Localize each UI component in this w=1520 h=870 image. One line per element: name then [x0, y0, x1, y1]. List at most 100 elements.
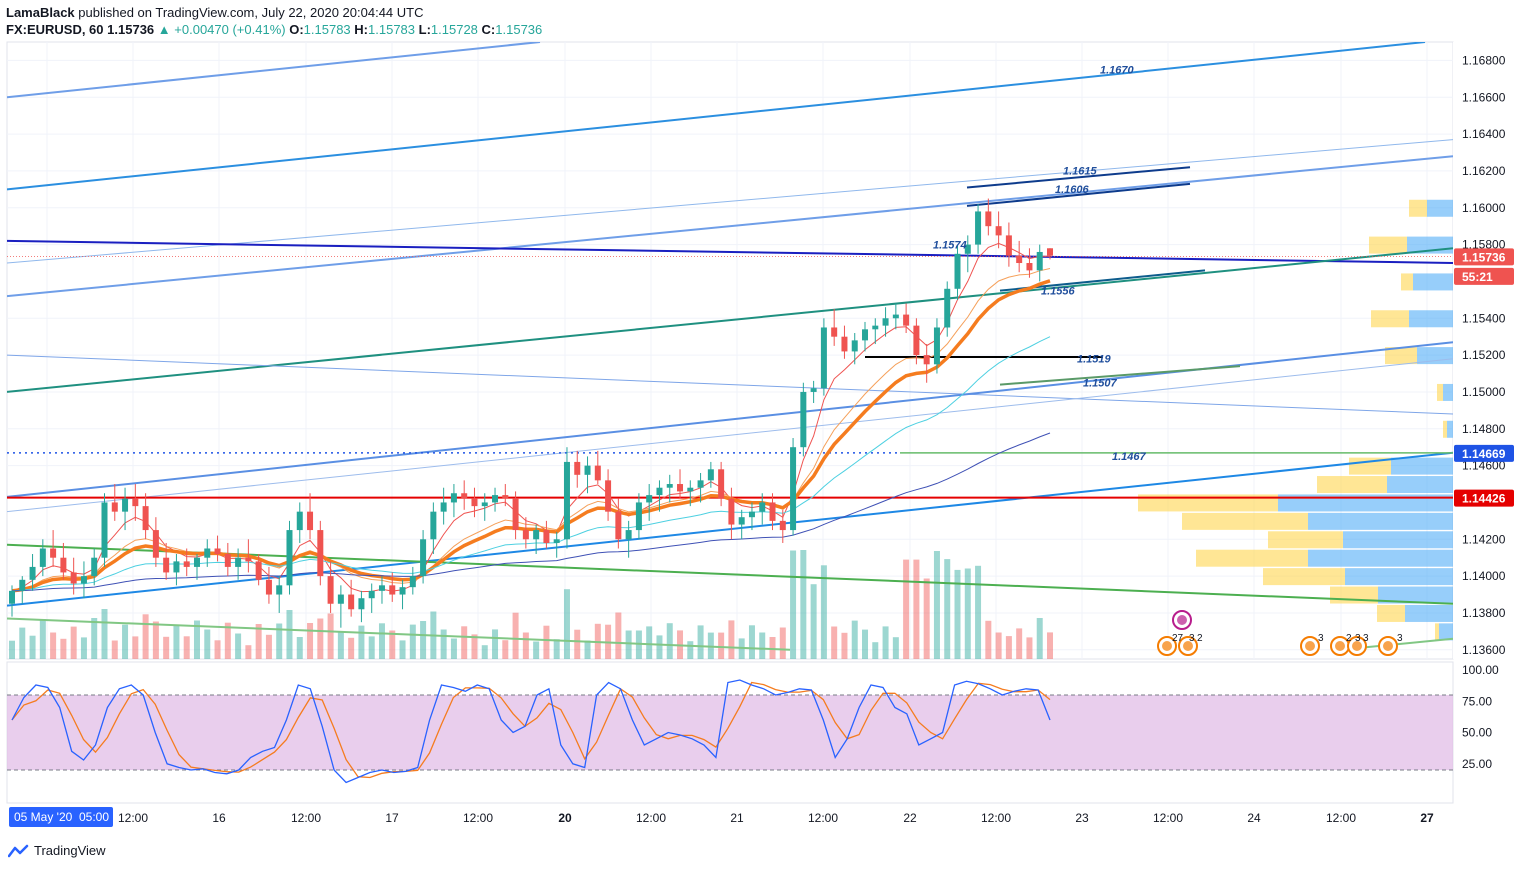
price-tick: 1.13600	[1462, 643, 1506, 657]
volume-bar	[995, 632, 1002, 659]
candle-body	[399, 587, 406, 595]
price-tick: 1.16200	[1462, 164, 1506, 178]
channel-line-upper[interactable]	[7, 42, 1426, 191]
publisher-name[interactable]: LamaBlack	[6, 5, 75, 20]
channel-line-mid[interactable]	[7, 155, 1453, 298]
profile-sell	[1268, 531, 1343, 549]
channel-line-top[interactable]	[7, 42, 541, 99]
candle-body	[913, 325, 920, 356]
candle-body	[327, 576, 334, 604]
stoch-axis[interactable]: 100.00 75.00 50.00 25.00	[1462, 663, 1499, 771]
time-cursor-badge	[9, 807, 113, 827]
ema-slow-line	[11, 432, 1051, 592]
volume-bar	[502, 640, 509, 659]
price-axis[interactable]: 1.16800 1.16600 1.16400 1.16200 1.16000 1.158…	[1453, 42, 1520, 659]
candle-body	[450, 493, 457, 503]
price-badge-label: 1.14669	[1462, 447, 1506, 461]
level-1615-line[interactable]	[966, 166, 1191, 189]
us-flag-icon-inner	[1183, 641, 1193, 651]
volume-bar	[152, 621, 159, 659]
time-tick: 12:00	[981, 811, 1011, 825]
annotation-label: 1.1467	[1112, 451, 1147, 463]
candle-body	[574, 461, 581, 475]
candle-body	[29, 566, 36, 580]
candle-body	[872, 325, 879, 330]
price-tick: 1.16800	[1462, 53, 1506, 67]
volume-bar	[646, 626, 653, 659]
profile-buy	[1405, 604, 1453, 622]
candle-body	[39, 548, 46, 567]
volume-bar	[522, 632, 529, 659]
candle-body	[944, 288, 951, 328]
symbol-label[interactable]: FX:EURUSD, 60	[6, 22, 104, 37]
volume-bar	[615, 612, 622, 659]
candle-body	[543, 530, 550, 543]
stoch-k-line	[11, 679, 1051, 784]
channel-line-lower-thin[interactable]	[7, 358, 1453, 513]
candle-body	[677, 484, 684, 492]
candles	[9, 198, 1053, 628]
candle-body	[954, 253, 961, 289]
profile-sell	[1182, 512, 1308, 530]
price-tick: 1.14600	[1462, 459, 1506, 473]
candle-body	[790, 447, 797, 531]
volume-bar	[892, 637, 899, 659]
horizontal-blue-line[interactable]	[7, 239, 1453, 265]
level-1507-line[interactable]	[999, 365, 1241, 386]
price-change: +0.00470 (+0.41%)	[174, 22, 286, 37]
close-label: C:	[481, 22, 496, 37]
time-tick: 24	[1247, 811, 1261, 825]
annotation-label: 1.1615	[1063, 166, 1098, 178]
volume-bar	[820, 565, 827, 659]
event-icons[interactable]: 27 3 2 3 2 3 3 3	[1157, 610, 1403, 656]
blue-support-line[interactable]	[7, 451, 1453, 607]
descending-thin-line[interactable]	[7, 354, 1453, 415]
volume-profile	[1138, 199, 1453, 641]
price-tick: 1.15000	[1462, 385, 1506, 399]
candle-body	[985, 211, 992, 227]
candle-body	[1016, 255, 1023, 264]
price-tick: 1.15400	[1462, 311, 1506, 325]
volume-bar	[471, 634, 478, 659]
volume-bar	[358, 625, 365, 659]
trend-lines[interactable]	[7, 42, 1453, 651]
candle-body	[224, 554, 231, 567]
close-value: 1.15736	[495, 22, 543, 37]
time-axis[interactable]: 05 May '20 05:00 12:00 16 12:00 17 12:00 20 12:0…	[7, 805, 1453, 830]
volume-bar	[286, 610, 293, 659]
volume-bar	[461, 626, 468, 659]
profile-sell	[1409, 199, 1427, 217]
event-badge: 27	[1172, 633, 1184, 644]
time-axis-bg	[7, 805, 1453, 830]
tradingview-brand[interactable]: TradingView	[8, 843, 106, 858]
candle-body	[163, 557, 170, 573]
channel-line-thin[interactable]	[7, 139, 1453, 264]
candle-body	[122, 498, 129, 512]
volume-bar	[224, 622, 231, 659]
candle-body	[635, 502, 642, 531]
candle-body	[656, 487, 663, 496]
stoch-tick: 25.00	[1462, 757, 1492, 771]
level-1606-line[interactable]	[966, 182, 1191, 207]
green-trend-line[interactable]	[7, 247, 1453, 393]
volume-bar	[574, 629, 581, 659]
profile-sell	[1377, 604, 1405, 622]
candle-body	[193, 557, 200, 567]
candle-body	[1036, 251, 1043, 271]
candle-body	[933, 327, 940, 365]
volume-bar	[122, 624, 129, 659]
volume-bar	[851, 620, 858, 659]
candle-body	[142, 506, 149, 531]
profile-sell	[1369, 236, 1407, 254]
candle-body	[841, 336, 848, 352]
time-tick: 23	[1075, 811, 1089, 825]
volume-bar	[718, 632, 725, 659]
candle-body	[748, 511, 755, 518]
candle-body	[50, 548, 57, 558]
candle-body	[440, 502, 447, 512]
candle-body	[183, 561, 190, 567]
green-bottom-line[interactable]	[7, 617, 791, 651]
event-badge: 3	[1318, 633, 1324, 644]
time-tick: 21	[730, 811, 744, 825]
